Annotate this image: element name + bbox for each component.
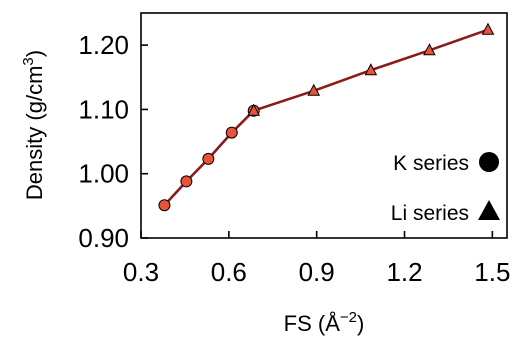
legend: K series Li series [391,152,500,225]
data-point-triangle [307,83,321,96]
x-tick-label: 0.9 [299,257,335,287]
data-point-triangle [423,43,436,56]
legend-label-li-series: Li series [391,202,469,225]
data-point-triangle [247,103,261,116]
data-point-circle [225,126,238,139]
data-point-circle [180,175,193,188]
y-axis-title: Density (g/cm3) [20,50,47,200]
data-point-triangle [364,63,378,76]
x-tick-label: 1.2 [386,257,422,287]
plot-frame [140,12,508,239]
y-tick-label: 1.00 [78,159,129,189]
y-tick-label: 1.10 [78,94,129,124]
y-tick-label: 0.90 [78,223,129,253]
legend-label-k-series: K series [393,152,469,175]
axis-ticks [140,44,494,239]
axis-tick-labels: 0.3 0.6 0.9 1.2 1.5 0.90 1.00 1.10 1.20 [78,30,510,287]
data-point-triangle [481,22,495,35]
legend-marker-circle [479,152,499,172]
series-layer [158,22,495,212]
legend-marker-triangle [478,200,500,220]
y-tick-label: 1.20 [78,30,129,60]
x-tick-label: 1.5 [474,257,510,287]
data-point-circle [158,199,171,212]
data-point-circle [202,152,215,165]
x-tick-label: 0.3 [123,257,159,287]
x-tick-label: 0.6 [211,257,247,287]
x-axis-title: FS (Å−2) [284,309,365,336]
